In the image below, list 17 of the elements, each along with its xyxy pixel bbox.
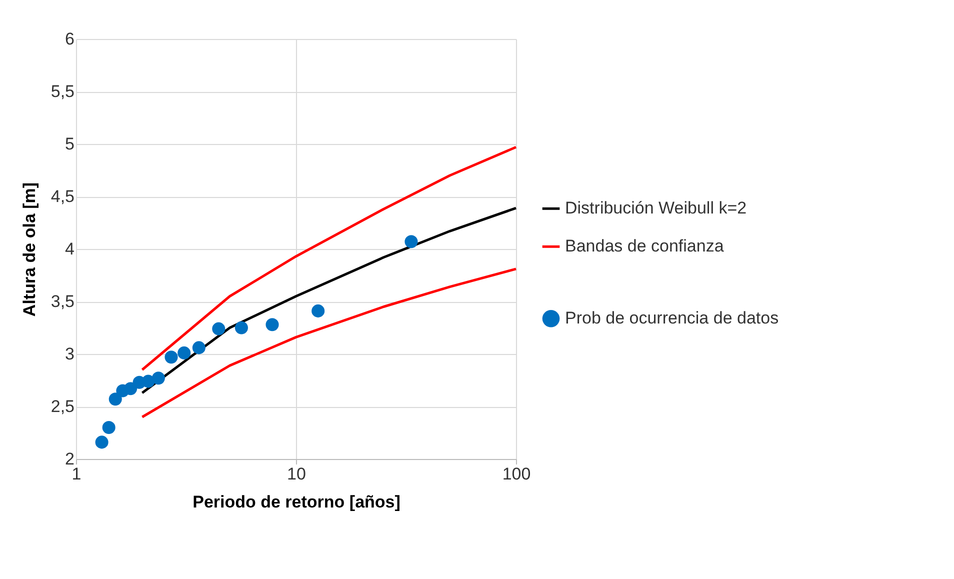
y-axis-title: Altura de ola [m] bbox=[20, 182, 39, 317]
x-axis-title: Periodo de retorno [años] bbox=[192, 492, 400, 512]
y-tick-label: 3,5 bbox=[50, 292, 74, 311]
y-tick-label: 5 bbox=[65, 134, 74, 154]
legend-label: Prob de ocurrencia de datos bbox=[565, 308, 779, 328]
legend-label: Bandas de confianza bbox=[565, 236, 724, 256]
y-tick-label: 3 bbox=[65, 344, 74, 364]
y-tick-label: 5,5 bbox=[50, 82, 74, 101]
y-tick-label: 2 bbox=[65, 450, 74, 468]
x-tick-label: 10 bbox=[287, 464, 306, 484]
y-tick-label: 2,5 bbox=[50, 397, 74, 416]
y-tick-label: 6 bbox=[65, 30, 74, 48]
y-tick-label: 4,5 bbox=[50, 187, 74, 206]
legend-label: Distribución Weibull k=2 bbox=[565, 198, 747, 218]
x-tick-label: 100 bbox=[502, 464, 531, 484]
x-tick-label: 1 bbox=[72, 464, 82, 484]
y-tick-label: 4 bbox=[65, 240, 74, 258]
